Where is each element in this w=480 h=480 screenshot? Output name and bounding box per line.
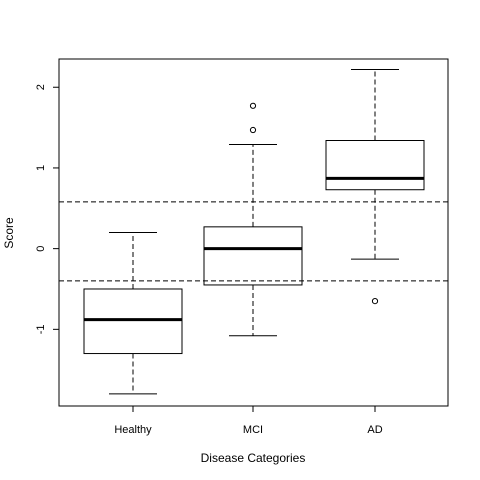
y-tick-label-3: 2 bbox=[35, 84, 47, 90]
y-axis-label: Score bbox=[2, 217, 16, 249]
x-tick-label-ad: AD bbox=[367, 424, 382, 436]
reference-lines bbox=[59, 201, 448, 282]
box-mci bbox=[203, 102, 303, 337]
box-ad bbox=[325, 68, 425, 305]
outlier-point-mci-1 bbox=[249, 126, 257, 134]
y-tick-label-2: 1 bbox=[35, 165, 47, 171]
x-tick-label-healthy: Healthy bbox=[114, 424, 152, 436]
box-rect-ad bbox=[325, 140, 425, 191]
outlier-point-ad-1 bbox=[371, 297, 379, 305]
x-tick-label-mci: MCI bbox=[243, 424, 263, 436]
y-tick-label-1: 0 bbox=[35, 246, 47, 252]
box-rect-healthy bbox=[83, 288, 183, 355]
box-healthy bbox=[83, 232, 183, 395]
boxes bbox=[83, 68, 425, 395]
y-axis: -1 0 1 2 bbox=[35, 84, 59, 334]
y-tick-label-0: -1 bbox=[35, 324, 47, 334]
box-rect-mci bbox=[203, 226, 303, 286]
outlier-point-mci-2 bbox=[249, 102, 257, 109]
x-axis: Healthy MCI AD bbox=[114, 406, 383, 436]
x-axis-label: Disease Categories bbox=[201, 451, 306, 465]
